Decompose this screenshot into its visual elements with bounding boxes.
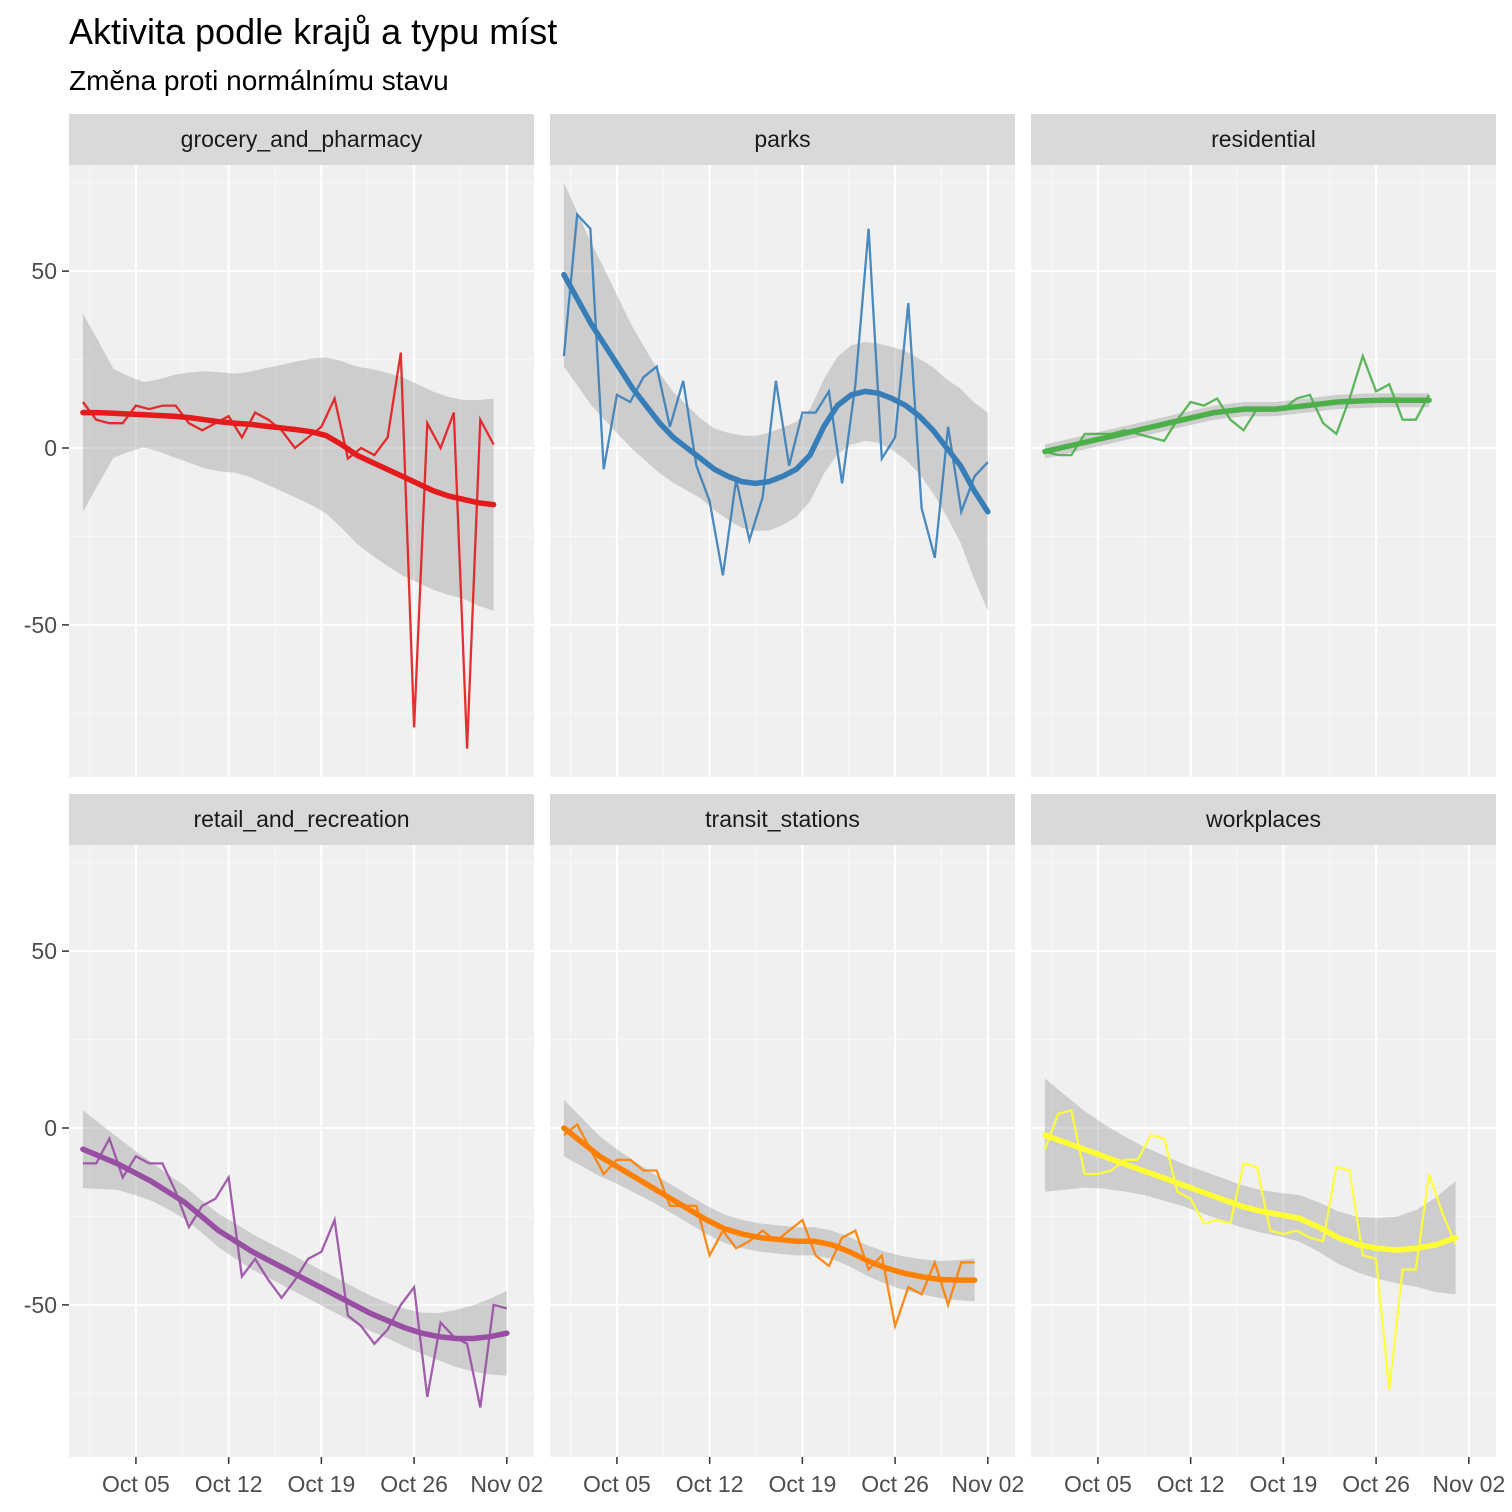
facet-grocery_and_pharmacy: grocery_and_pharmacy 50 0 -50 [24,114,534,777]
x-tick-label: Oct 19 [1249,1471,1317,1497]
series-line [1044,352,1431,457]
facet-strip [1031,114,1496,165]
facet-strip [69,794,534,845]
x-tick-label: Nov 02 [1432,1471,1505,1497]
facet-label: workplaces [1205,806,1321,832]
facet-panels: grocery_and_pharmacy 50 0 -50 parks residenti… [24,114,1505,1497]
facet-workplaces: workplaces Oct 05 Oct 12 Oct 19 Oct 26 Nov 02 [1031,794,1505,1497]
facet-transit_stations: transit_stations Oct 05 Oct 12 Oct 19 Oct 26… [550,794,1024,1497]
facet-strip [69,114,534,165]
x-tick-label: Oct 05 [1064,1471,1132,1497]
facet-label: residential [1211,126,1316,152]
x-tick-label: Oct 05 [583,1471,651,1497]
facet-label: parks [754,126,810,152]
x-tick-label: Oct 12 [1157,1471,1225,1497]
x-tick-label: Oct 19 [287,1471,355,1497]
x-tick-label: Nov 02 [470,1471,543,1497]
y-tick-label: -50 [24,1292,57,1318]
smooth-line [80,409,497,508]
facet-retail_and_recreation: retail_and_recreation 50 0 -50 Oct 05 Oct 12 O… [24,794,543,1497]
facet-strip [550,794,1015,845]
chart-subtitle: Změna proti normálnímu stavu [69,65,449,96]
facet-residential: residential [1031,114,1496,777]
panel-background [550,165,1015,777]
x-tick-label: Nov 02 [951,1471,1024,1497]
panel-background [1031,165,1496,777]
y-tick-label: 0 [44,435,57,461]
confidence-band [82,1110,507,1376]
y-tick-label: -50 [24,612,57,638]
panel-background [550,845,1015,1457]
x-tick-label: Oct 12 [195,1471,263,1497]
y-tick-label: 50 [31,258,57,284]
y-tick-label: 0 [44,1115,57,1141]
facet-label: retail_and_recreation [193,806,409,832]
smooth-line [561,1125,978,1283]
smooth-line [561,271,991,515]
series-line [82,1135,508,1408]
panel-background [69,845,534,1457]
x-tick-label: Oct 26 [1342,1471,1410,1497]
smooth-line [1042,397,1432,455]
facet-label: grocery_and_pharmacy [181,126,423,152]
series-line [81,352,495,749]
smooth-line [80,1146,510,1342]
x-tick-label: Oct 05 [102,1471,170,1497]
y-tick-label: 50 [31,938,57,964]
series-line [1043,1108,1457,1390]
confidence-band [563,1099,975,1302]
x-tick-label: Oct 19 [768,1471,836,1497]
facet-parks: parks [550,114,1015,777]
confidence-band [563,182,988,611]
x-tick-label: Oct 26 [861,1471,929,1497]
chart-title: Aktivita podle krajů a typu míst [69,11,557,52]
x-tick-label: Oct 12 [676,1471,744,1497]
confidence-band [82,313,494,611]
facet-strip [1031,794,1496,845]
x-tick-label: Oct 26 [380,1471,448,1497]
facet-label: transit_stations [705,806,860,832]
facet-strip [550,114,1015,165]
smooth-line [1042,1132,1459,1253]
panel-background [1031,845,1496,1457]
